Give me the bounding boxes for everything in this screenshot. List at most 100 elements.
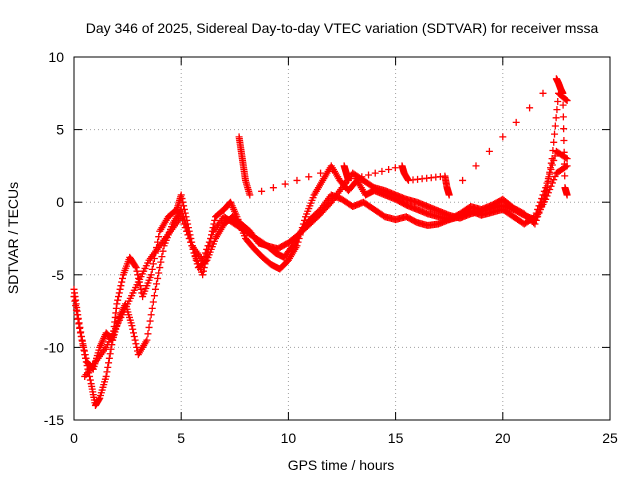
data-point bbox=[559, 113, 567, 121]
series-spurs bbox=[235, 75, 571, 199]
data-point bbox=[178, 195, 186, 203]
data-point bbox=[131, 336, 139, 344]
y-tick-labels: 10 5 0 -5 -10 -15 bbox=[44, 49, 64, 428]
data-point bbox=[328, 166, 336, 174]
data-point bbox=[177, 213, 185, 221]
data-point bbox=[192, 256, 200, 264]
data-point bbox=[385, 166, 393, 174]
data-point bbox=[563, 155, 571, 163]
data-point bbox=[131, 262, 139, 270]
data-point bbox=[371, 169, 379, 177]
data-point bbox=[365, 171, 373, 179]
data-point bbox=[203, 245, 211, 253]
data-point bbox=[177, 191, 185, 199]
data-point bbox=[472, 162, 480, 170]
data-point bbox=[154, 274, 162, 282]
data-point bbox=[211, 216, 219, 224]
x-axis-label: GPS time / hours bbox=[288, 457, 395, 473]
data-point bbox=[77, 333, 85, 341]
data-point bbox=[445, 191, 453, 199]
data-point bbox=[553, 106, 561, 114]
data-point bbox=[551, 172, 559, 180]
data-point bbox=[153, 280, 161, 288]
data-point bbox=[158, 253, 166, 261]
data-point bbox=[72, 306, 80, 314]
data-point bbox=[551, 130, 559, 138]
data-point bbox=[136, 282, 144, 290]
data-point bbox=[181, 224, 189, 232]
x-tick-label: 0 bbox=[70, 430, 78, 446]
data-point bbox=[199, 271, 207, 279]
plot-frame bbox=[73, 56, 611, 421]
data-point bbox=[546, 185, 554, 193]
data-point bbox=[548, 161, 556, 169]
data-point bbox=[512, 118, 520, 126]
data-point bbox=[202, 257, 210, 265]
data-point bbox=[207, 235, 215, 242]
data-point bbox=[117, 282, 125, 290]
data-point bbox=[185, 235, 193, 242]
data-point bbox=[499, 133, 507, 141]
data-point bbox=[560, 136, 568, 144]
data-point bbox=[549, 146, 557, 154]
data-point bbox=[103, 368, 111, 376]
data-point bbox=[73, 311, 81, 319]
data-point bbox=[151, 285, 159, 293]
data-point bbox=[114, 296, 122, 304]
data-point bbox=[179, 216, 187, 224]
data-point bbox=[149, 298, 157, 306]
data-point bbox=[105, 354, 113, 362]
data-point bbox=[544, 189, 552, 197]
data-point bbox=[82, 354, 90, 362]
data-point bbox=[129, 325, 137, 333]
data-point bbox=[78, 336, 86, 344]
data-point bbox=[547, 166, 555, 174]
data-point bbox=[75, 320, 83, 328]
data-point bbox=[526, 104, 534, 112]
x-tick-label: 5 bbox=[177, 430, 185, 446]
data-point bbox=[144, 330, 152, 338]
data-point bbox=[146, 317, 154, 325]
data-point bbox=[79, 340, 87, 348]
data-point bbox=[149, 260, 157, 268]
data-point bbox=[107, 345, 115, 353]
data-point bbox=[293, 176, 301, 184]
data-point bbox=[147, 271, 155, 279]
data-point bbox=[145, 323, 153, 331]
data-point bbox=[156, 264, 164, 272]
data-point bbox=[183, 227, 191, 235]
data-point bbox=[76, 324, 84, 332]
data-point bbox=[543, 192, 551, 200]
data-point bbox=[542, 195, 550, 203]
data-point bbox=[148, 265, 156, 273]
data-point bbox=[180, 202, 188, 210]
x-tick-label: 15 bbox=[388, 430, 404, 446]
data-point bbox=[344, 176, 352, 184]
data-point bbox=[246, 191, 254, 199]
data-point bbox=[71, 297, 79, 305]
data-point bbox=[159, 247, 167, 255]
data-point bbox=[155, 269, 163, 277]
chart-title: Day 346 of 2025, Sidereal Day-to-day VTE… bbox=[86, 20, 599, 36]
data-point bbox=[81, 351, 89, 359]
data-point bbox=[180, 220, 188, 228]
data-point bbox=[358, 173, 366, 181]
data-point bbox=[560, 148, 568, 156]
data-point bbox=[550, 138, 558, 146]
ticks bbox=[73, 56, 611, 421]
data-point bbox=[539, 89, 547, 97]
data-point bbox=[104, 363, 112, 371]
data-point bbox=[74, 315, 82, 323]
data-point bbox=[560, 125, 568, 133]
data-point bbox=[80, 343, 88, 351]
data-point bbox=[539, 191, 547, 199]
data-point bbox=[560, 160, 568, 168]
data-point bbox=[116, 285, 124, 293]
data-point bbox=[562, 154, 570, 162]
data-point bbox=[118, 278, 126, 286]
data-point bbox=[76, 329, 84, 337]
data-point bbox=[177, 205, 185, 213]
x-tick-label: 10 bbox=[281, 430, 297, 446]
data-point bbox=[204, 242, 212, 250]
